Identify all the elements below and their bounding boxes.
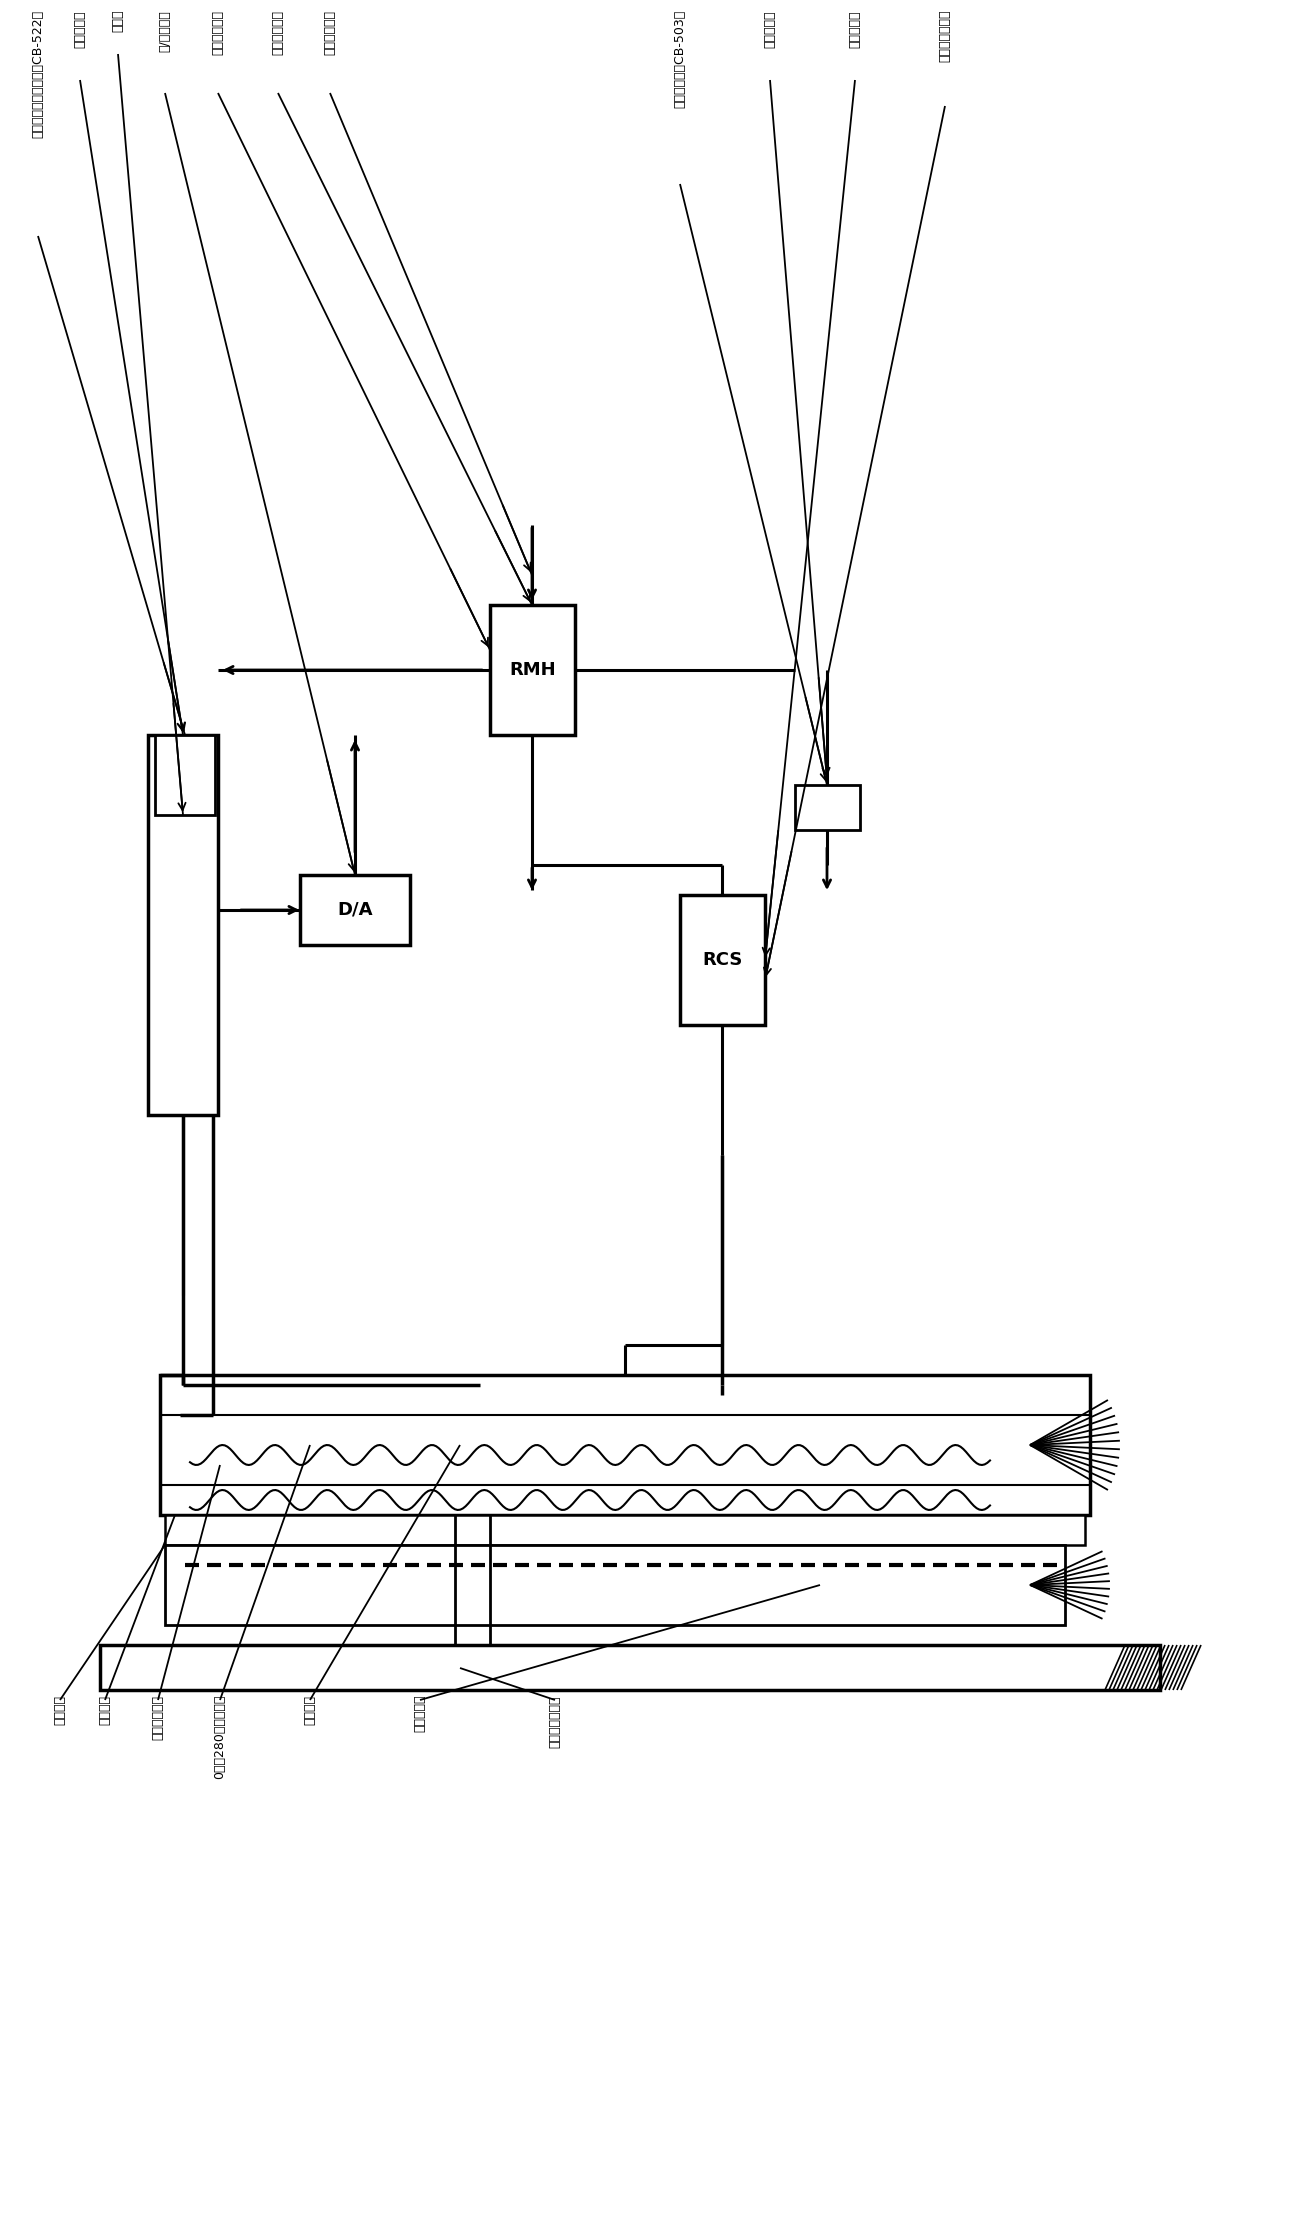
Bar [156,734,215,814]
Text: 绕组次极线组: 绕组次极线组 [152,1695,165,1740]
Text: 来自棒控制电路: 来自棒控制电路 [939,9,952,62]
Bar [795,785,860,830]
Text: 计算机: 计算机 [112,9,125,33]
Bar [680,894,765,1026]
Text: RCS: RCS [702,950,743,970]
Bar [165,1544,1065,1624]
Text: 棒驱动杆: 棒驱动杆 [303,1695,316,1724]
Text: D/A: D/A [337,901,372,919]
Text: 插入极限枝值: 插入极限枝值 [211,9,224,56]
Bar [100,1644,1160,1691]
Bar [300,874,410,946]
Text: 棒驱动线圈: 棒驱动线圈 [414,1695,427,1733]
Text: 0步至280步次极线组: 0步至280步次极线组 [214,1695,227,1780]
Text: 控制盘棒位指示仪表（CB-522）: 控制盘棒位指示仪表（CB-522） [31,9,44,138]
Text: 关步报警装置: 关步报警装置 [271,9,284,56]
Text: RMH: RMH [510,661,556,679]
Text: 反应堆容器顶部: 反应堆容器顶部 [549,1695,562,1747]
Bar [148,734,218,1115]
Text: 初级线圈: 初级线圈 [53,1695,66,1724]
Bar [490,605,575,734]
Text: 信号调节组: 信号调节组 [74,9,87,47]
Bar [165,1515,1086,1544]
Text: 关步报警信号: 关步报警信号 [323,9,336,56]
Bar [160,1375,1089,1515]
Text: 数/模转换器: 数/模转换器 [158,9,171,51]
Text: 步进计数器: 步进计数器 [848,9,861,47]
Text: 绕组外壳: 绕组外壳 [99,1695,112,1724]
Text: 棒位指示器: 棒位指示器 [764,9,777,47]
Text: 棒位指示器（CB-503）: 棒位指示器（CB-503） [673,9,686,109]
